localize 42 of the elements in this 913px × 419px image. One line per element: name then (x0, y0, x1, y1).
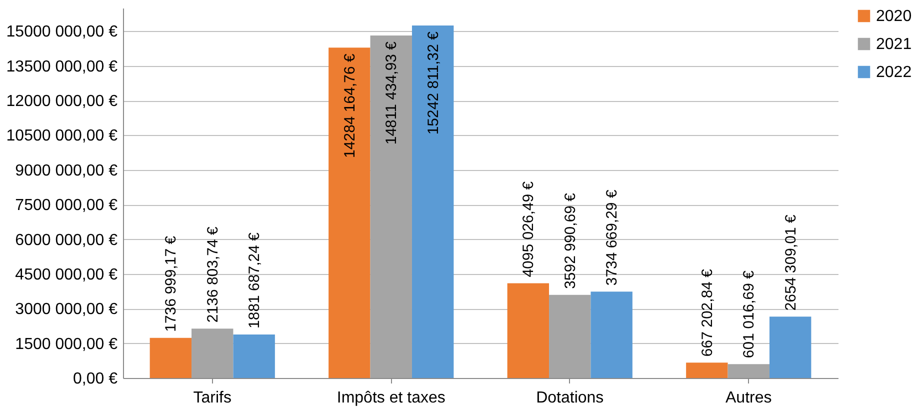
bar (686, 362, 728, 378)
data-label: 14284 164,76 € (341, 53, 358, 158)
y-tick-label: 15000 000,00 € (6, 24, 118, 41)
data-label: 14811 434,93 € (383, 40, 400, 145)
bar (233, 334, 275, 378)
y-tick-label: 7500 000,00 € (15, 197, 118, 214)
legend-label: 2022 (876, 64, 912, 81)
bar (590, 292, 632, 378)
x-tick-label: Tarifs (193, 390, 232, 406)
x-tick-label: Dotations (536, 390, 604, 406)
data-label: 2654 309,01 € (782, 214, 800, 311)
data-label: 601 016,69 € (740, 270, 758, 358)
y-tick-label: 1500 000,00 € (15, 336, 118, 353)
y-tick-label: 4500 000,00 € (15, 266, 118, 284)
data-label: 4095 026,49 € (520, 180, 538, 278)
bar (150, 338, 192, 378)
y-tick-label: 3000 000,00 € (15, 301, 118, 318)
y-tick-label: 13500 000,00 € (6, 58, 118, 76)
bar (549, 294, 591, 378)
x-tick-label: Autres (726, 390, 772, 406)
y-tick-label: 6000 000,00 € (15, 232, 118, 249)
data-label: 1881 687,24 € (246, 232, 264, 328)
y-tick-label: 12000 000,00 € (6, 93, 118, 110)
y-tick-label: 9000 000,00 € (15, 162, 118, 180)
data-label: 2136 803,74 € (204, 226, 222, 323)
bar (370, 35, 412, 378)
y-tick-label: 0,00 € (73, 370, 118, 388)
data-label: 1736 999,17 € (162, 235, 180, 332)
bar (728, 364, 770, 378)
bar (192, 328, 234, 378)
legend-label: 2020 (876, 8, 912, 25)
bar (412, 26, 454, 378)
y-tick-label: 10500 000,00 € (6, 128, 118, 145)
x-tick-label: Impôts et taxes (336, 390, 446, 406)
bar (507, 283, 550, 378)
data-label: 15242 811,32 € (424, 30, 442, 135)
bar (769, 316, 812, 378)
data-label: 667 202,84 € (698, 268, 716, 357)
data-label: 3592 990,69 € (562, 192, 579, 289)
legend-label: 2021 (876, 36, 912, 53)
bar (328, 48, 370, 378)
data-label: 3734 669,29 € (604, 189, 621, 286)
